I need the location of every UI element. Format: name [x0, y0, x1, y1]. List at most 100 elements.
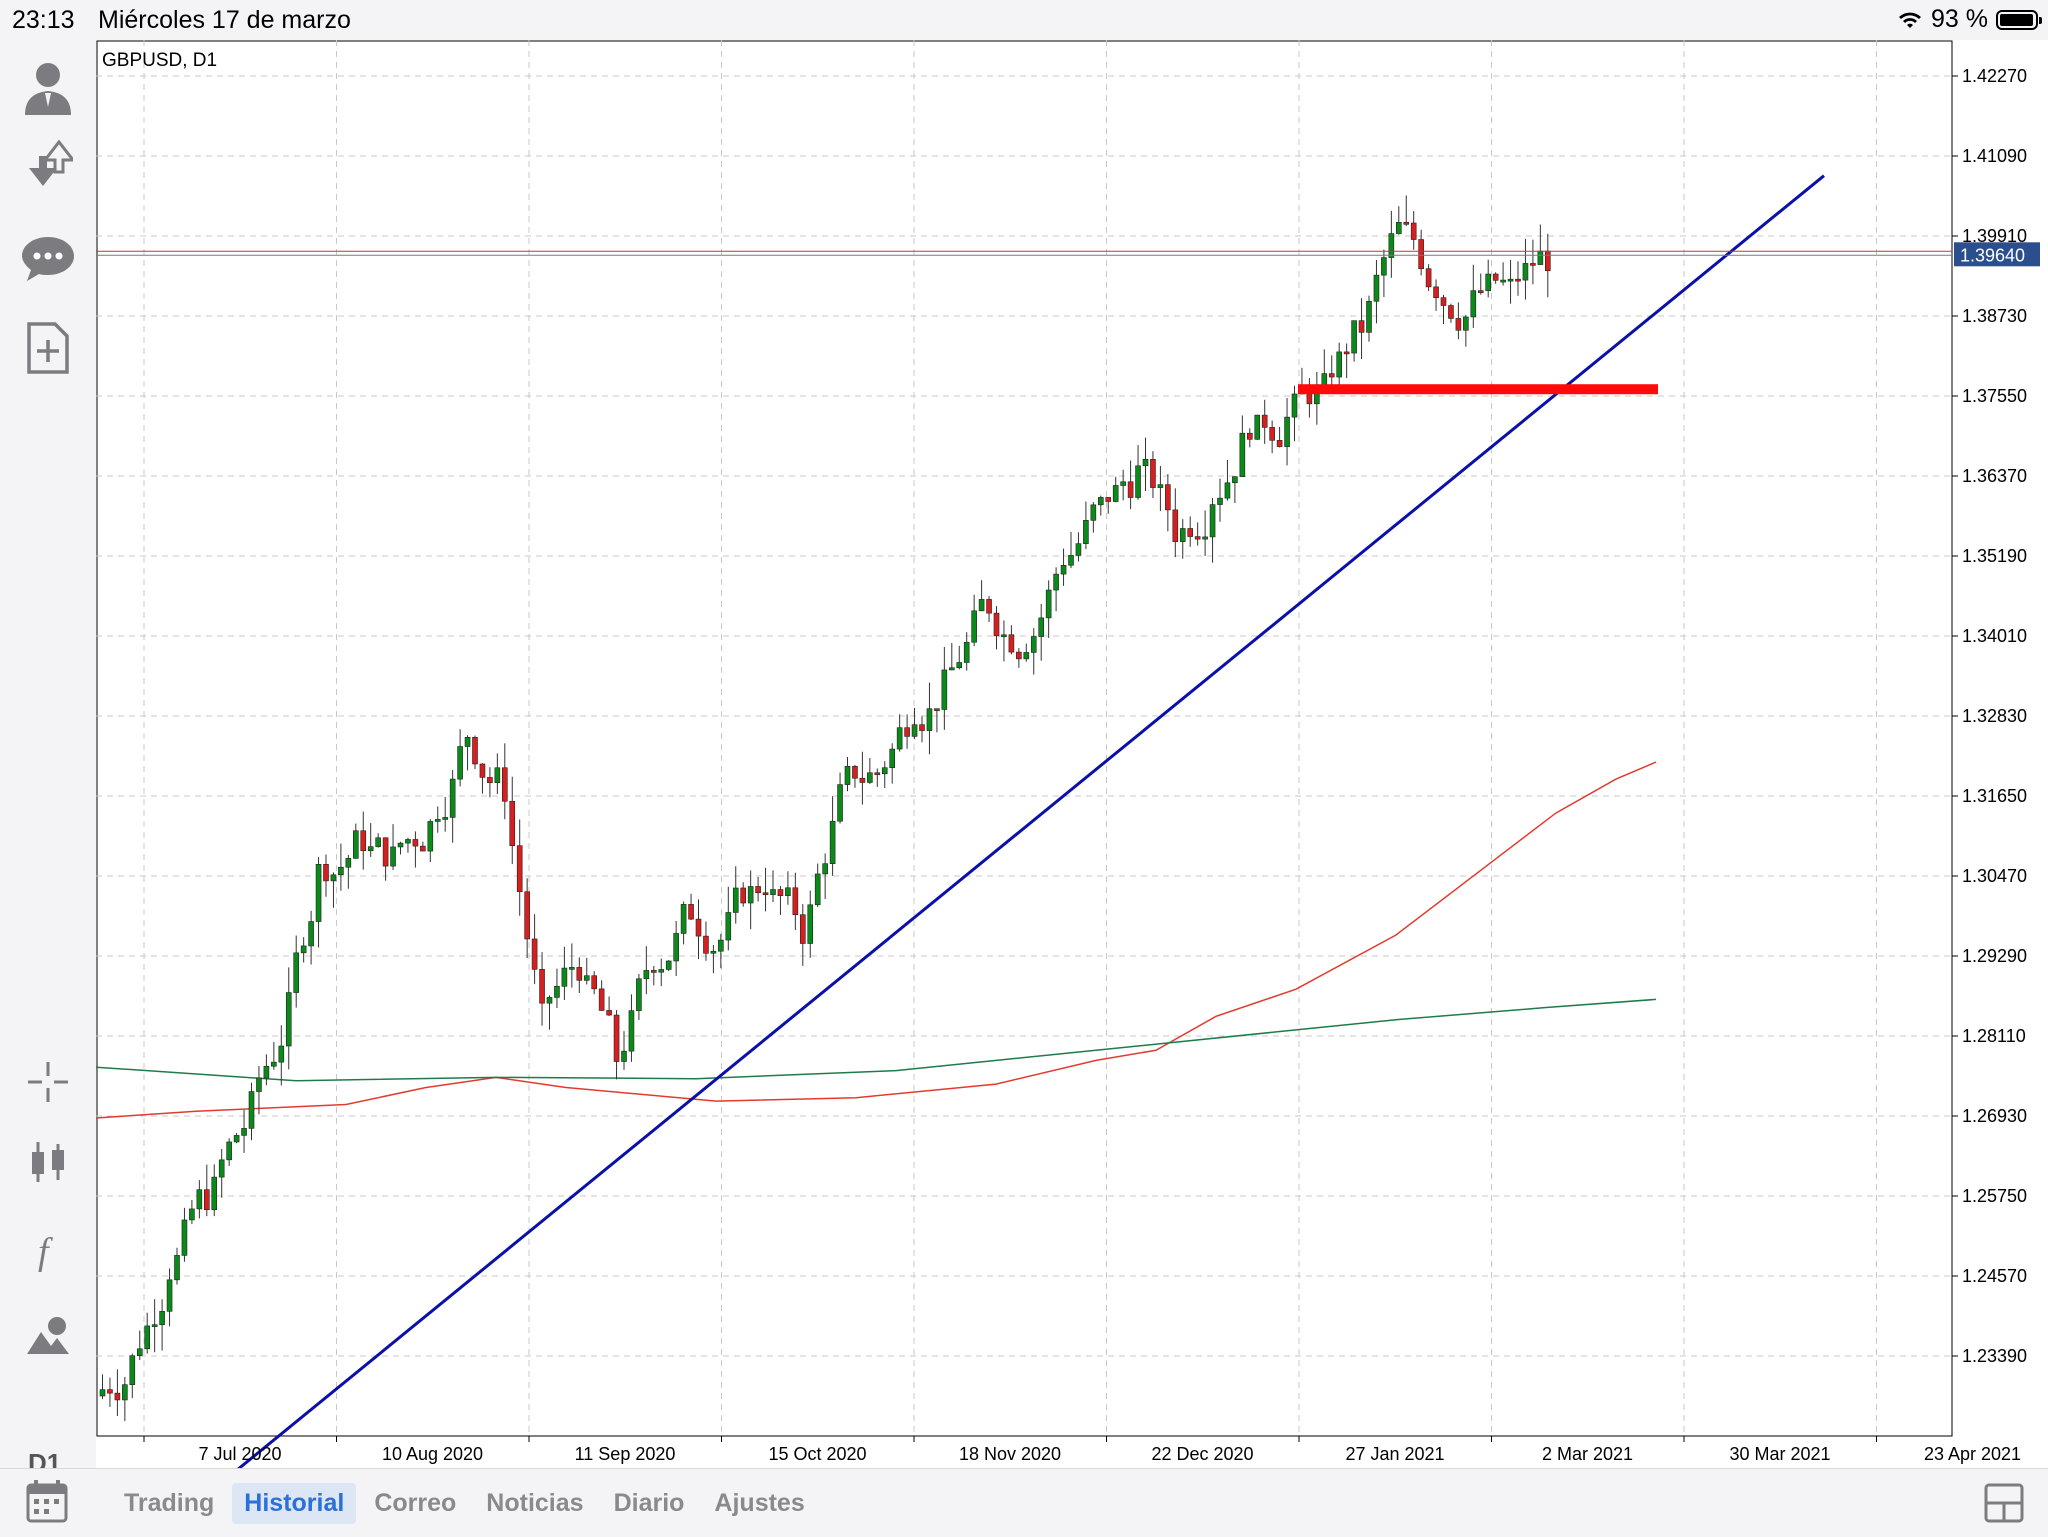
- chart-grid: [96, 40, 1953, 1437]
- candle-bull: [956, 662, 963, 669]
- tab-noticias[interactable]: Noticias: [486, 1489, 584, 1517]
- candle-bear: [107, 1389, 113, 1394]
- candle-bear: [1403, 222, 1410, 225]
- candle-bear: [591, 975, 598, 990]
- account-icon[interactable]: [18, 58, 78, 118]
- candle-bull: [226, 1141, 232, 1161]
- candle-bull: [449, 778, 456, 818]
- candle-bear: [1247, 432, 1253, 440]
- candle-bull: [889, 748, 896, 768]
- chat-icon[interactable]: [18, 228, 78, 288]
- candle-bull: [725, 912, 732, 941]
- tab-ajustes[interactable]: Ajustes: [714, 1489, 805, 1517]
- objects-icon[interactable]: [18, 1306, 78, 1366]
- symbol-label: GBPUSD, D1: [102, 50, 217, 71]
- moving-averages: [96, 761, 1657, 1119]
- candle-bull: [1537, 250, 1544, 265]
- candle-bear: [1328, 373, 1335, 378]
- time-axis: 7 Jul 2020 10 Aug 2020 11 Sep 2020 15 Oct 2…: [143, 1436, 2021, 1464]
- time-label: 10 Aug 2020: [382, 1444, 483, 1464]
- candle-bear: [1343, 351, 1350, 355]
- candle-bull: [181, 1219, 188, 1256]
- candle-bear: [1276, 440, 1283, 447]
- candle-bear: [382, 837, 389, 867]
- candle-bull: [710, 950, 717, 954]
- candle-bear: [799, 914, 806, 944]
- time-label: 27 Jan 2021: [1345, 1444, 1444, 1464]
- candle-bull: [1507, 278, 1514, 282]
- candle-bull: [1485, 273, 1491, 291]
- status-bar: 23:13 Miércoles 17 de marzo 93 %: [0, 0, 2048, 40]
- candle-bear: [1269, 427, 1275, 441]
- candles-icon[interactable]: [18, 1132, 78, 1192]
- candle-bull: [770, 889, 776, 895]
- split-view-icon[interactable]: [1984, 1483, 2024, 1523]
- candle-bear: [420, 845, 426, 852]
- tab-diario[interactable]: Diario: [613, 1489, 685, 1517]
- candle-bear: [755, 886, 761, 894]
- indicators-icon[interactable]: f: [18, 1220, 78, 1280]
- candle-bear: [606, 1010, 612, 1016]
- price-label: 1.30470: [1962, 866, 2027, 886]
- candle-bull: [248, 1091, 255, 1129]
- price-label: 1.26930: [1962, 1106, 2027, 1126]
- price-label: 1.34010: [1962, 626, 2027, 646]
- candle-bear: [1492, 273, 1499, 281]
- candle-bull: [144, 1325, 151, 1350]
- candle-bull: [1083, 520, 1089, 544]
- candle-bull: [1001, 634, 1007, 638]
- candle-bull: [397, 842, 404, 848]
- price-label: 1.38730: [1962, 306, 2027, 326]
- tab-trading[interactable]: Trading: [124, 1489, 215, 1517]
- candle-bear: [524, 891, 530, 940]
- candle-bear: [204, 1189, 210, 1211]
- candle-bull: [330, 874, 337, 882]
- price-chart[interactable]: 1.42270 1.41090 1.39910 1.38730 1.37550 1.363…: [96, 40, 2048, 1468]
- candle-bull: [166, 1279, 173, 1312]
- candle-bear: [919, 724, 925, 731]
- tab-historial[interactable]: Historial: [232, 1483, 357, 1524]
- candle-bear: [1150, 459, 1156, 488]
- candle-bull: [1202, 536, 1208, 540]
- candle-bull: [561, 967, 568, 987]
- candle-bear: [792, 887, 799, 915]
- candle-bull: [718, 939, 724, 952]
- candle-bull: [583, 975, 590, 981]
- candle-bull: [99, 1389, 106, 1397]
- candle-bull: [263, 1065, 270, 1079]
- left-toolbar: f D1: [0, 40, 96, 1478]
- candle-bear: [695, 918, 702, 937]
- candle-bull: [1470, 290, 1477, 318]
- crosshair-icon[interactable]: [18, 1052, 78, 1112]
- new-order-icon[interactable]: [18, 318, 78, 378]
- candle-bull: [1224, 482, 1231, 499]
- candle-bull: [621, 1050, 627, 1062]
- candle-bear: [531, 938, 538, 970]
- candle-bear: [412, 839, 419, 847]
- candle-bull: [218, 1159, 225, 1178]
- candle-bull: [390, 846, 396, 867]
- candle-bull: [315, 864, 322, 922]
- candle-bull: [293, 952, 299, 993]
- candle-bull: [1030, 636, 1037, 653]
- candle-bear: [1127, 481, 1134, 498]
- trade-arrows-icon[interactable]: [18, 138, 78, 198]
- price-label: 1.31650: [1962, 786, 2027, 806]
- candle-bull: [1135, 465, 1141, 498]
- tab-correo[interactable]: Correo: [374, 1489, 457, 1517]
- price-axis: 1.42270 1.41090 1.39910 1.38730 1.37550 1.363…: [1952, 66, 2040, 1366]
- candle-bull: [978, 599, 985, 612]
- candle-bull: [151, 1324, 158, 1327]
- candle-bull: [1388, 233, 1395, 258]
- candle-bull: [829, 820, 836, 864]
- candle-bull: [159, 1311, 165, 1325]
- candle-bull: [1053, 573, 1059, 591]
- candle-bear: [1448, 305, 1454, 319]
- calendar-icon[interactable]: [26, 1479, 68, 1523]
- candle-bull: [867, 772, 873, 783]
- candle-bull: [256, 1077, 262, 1092]
- price-label: 1.39910: [1962, 226, 2027, 246]
- status-date: Miércoles 17 de marzo: [98, 6, 351, 34]
- bottom-tabs: Trading Historial Correo Noticias Diario…: [112, 1483, 817, 1524]
- candle-bear: [1433, 286, 1439, 298]
